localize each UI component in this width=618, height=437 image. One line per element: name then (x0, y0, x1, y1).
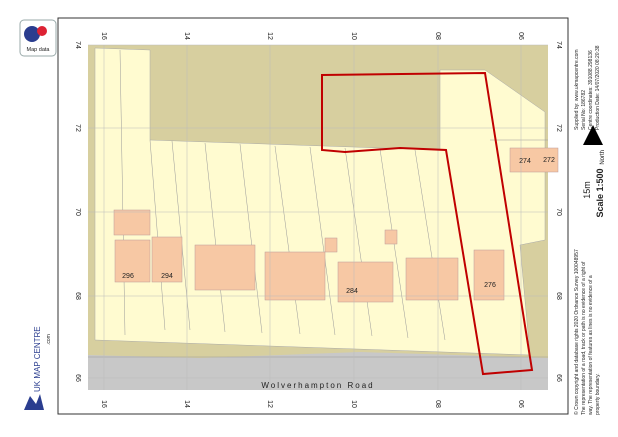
note: The representation of a road, track or p… (581, 261, 587, 415)
grid-label: 14 (183, 32, 190, 40)
grid-label: 08 (434, 32, 441, 40)
grid-label: 66 (555, 374, 562, 382)
grid-label: 66 (74, 374, 81, 382)
grid-label: 12 (266, 400, 273, 408)
centre: Centre coordinates: 391088.298136 (588, 50, 594, 130)
north: North (600, 150, 606, 165)
grid-label: 72 (555, 124, 562, 132)
grid-label: 12 (266, 32, 273, 40)
note: way. The representation of features as l… (588, 275, 594, 415)
site-boundary (321, 71, 534, 376)
house-number: 272 (543, 157, 555, 164)
grid-label: 10 (350, 32, 357, 40)
grid-label: 14 (183, 400, 190, 408)
copyright: © Crown copyright and database rights 20… (573, 249, 580, 415)
info-panel: Supplied by: www.ukmapcentre.com Serial … (573, 45, 606, 415)
house-number: 276 (484, 282, 496, 289)
grid-label: 70 (74, 208, 81, 216)
road-name: Wolverhampton Road (261, 381, 374, 390)
house-number: 284 (346, 288, 358, 295)
grid-label: 16 (100, 32, 107, 40)
grid-label: 10 (350, 400, 357, 408)
grid-label: 74 (74, 41, 81, 49)
grid-label: 70 (555, 208, 562, 216)
brand-name: UK MAP CENTRE (33, 326, 42, 392)
scale-bar-label: 15m (582, 181, 592, 199)
brand: UK MAP CENTRE .com (24, 326, 52, 410)
grid-label: 06 (517, 32, 524, 40)
logo-text: Map data (27, 47, 51, 53)
logo: Map data (19, 19, 57, 57)
grid-label: 72 (74, 124, 81, 132)
grid-label: 68 (555, 292, 562, 300)
scale: Scale 1:500 (595, 168, 605, 217)
map: Wolverhampton Road (88, 44, 559, 390)
grid-label: 16 (100, 400, 107, 408)
house-number: 296 (122, 273, 134, 280)
grid-label: 68 (74, 292, 81, 300)
house-number: 294 (161, 273, 173, 280)
house-number: 274 (519, 158, 531, 165)
supplier: Supplied by: www.ukmapcentre.com (574, 49, 580, 130)
note: property boundary. (595, 373, 601, 415)
brand-suffix: .com (46, 334, 52, 345)
grid-label: 08 (434, 400, 441, 408)
date: Production Date: 14/07/2020 08:20:38 (595, 45, 601, 130)
serial: Serial No: 186782 (581, 90, 587, 130)
grid-label: 74 (555, 41, 562, 49)
grid-label: 06 (517, 400, 524, 408)
